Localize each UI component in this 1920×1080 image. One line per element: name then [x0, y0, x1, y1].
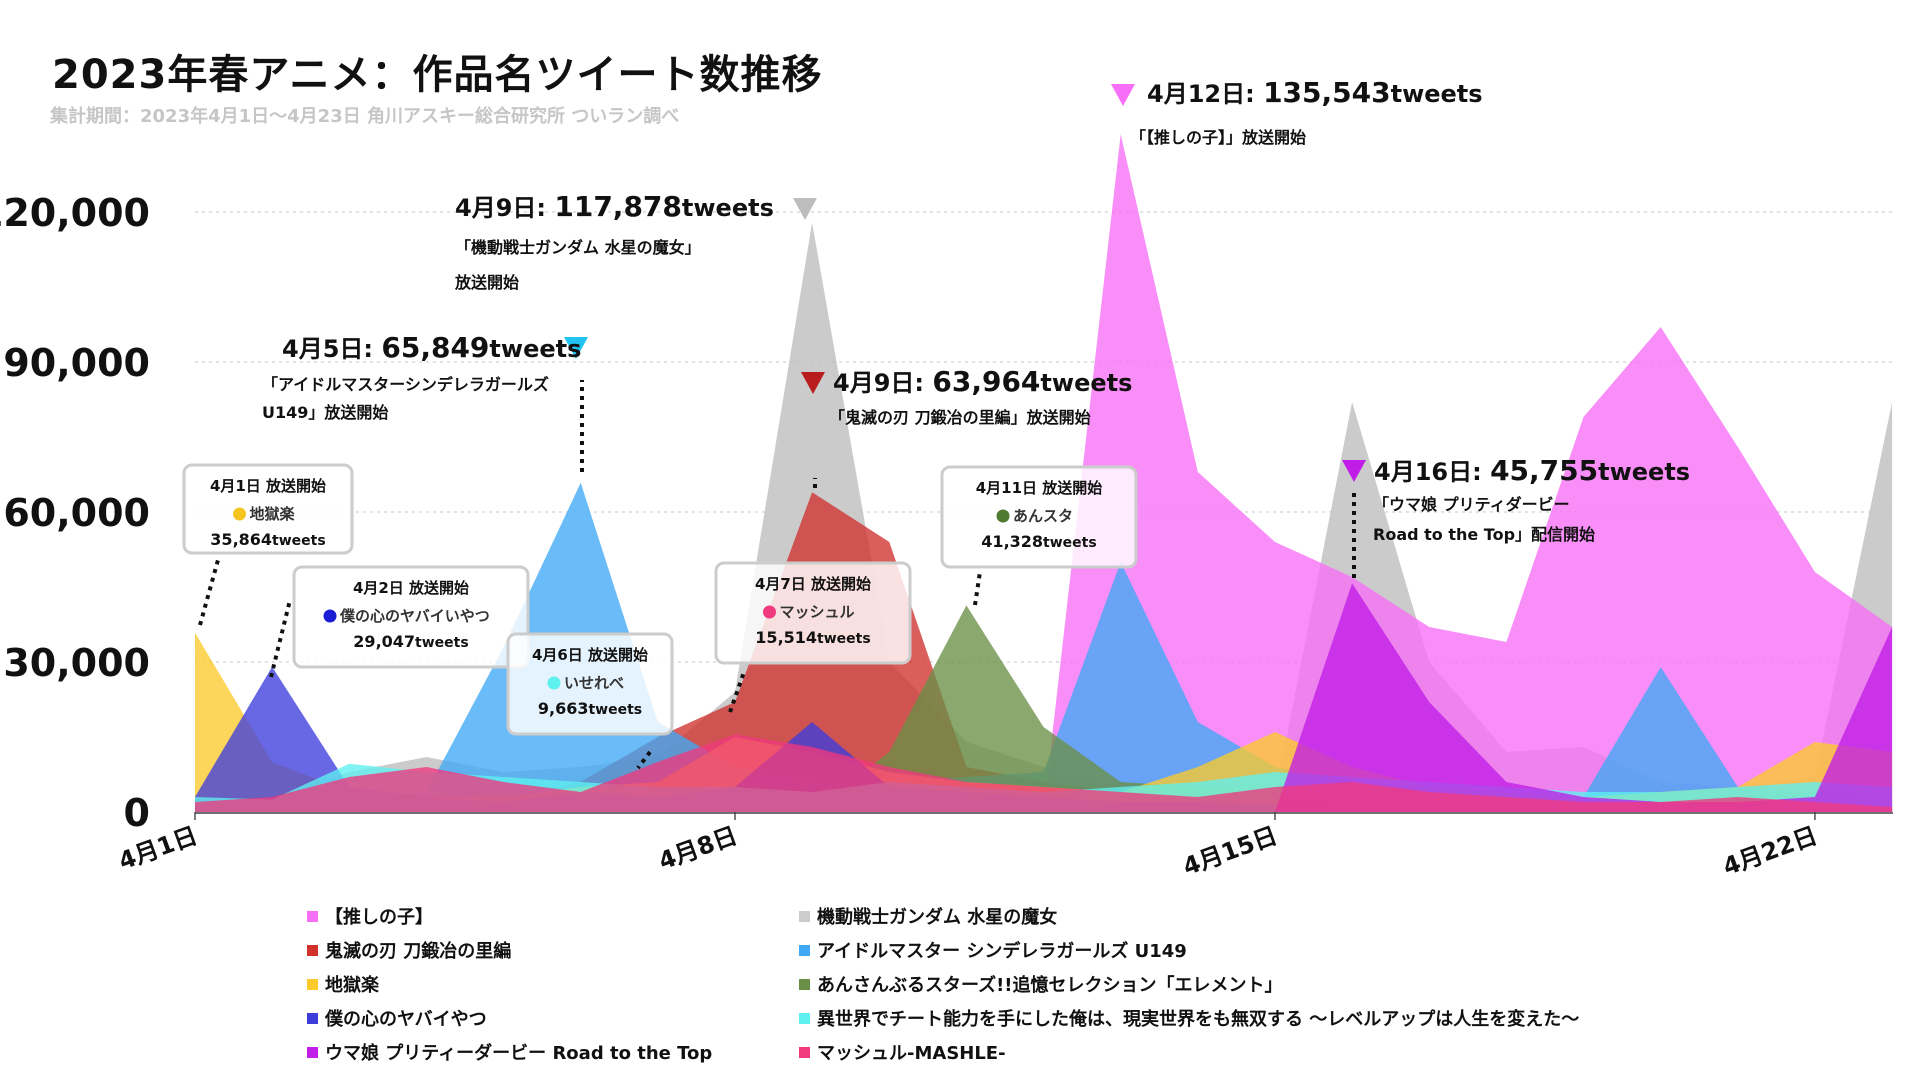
series-area [195, 583, 1893, 812]
legend-item: 僕の心のヤバイやつ [307, 1005, 487, 1031]
y-tick-label: 90,000 [3, 341, 150, 385]
series-area [195, 134, 1893, 813]
y-tick-label: 0 [124, 791, 150, 835]
callout-head: 4月1日 放送開始 [210, 477, 326, 495]
legend-swatch [799, 978, 810, 990]
callout-name: あんスタ [1013, 507, 1073, 525]
annotation-headline: 4月12日: 135,543tweets [1147, 76, 1483, 109]
annotation-marker [1342, 460, 1366, 482]
legend-swatch [799, 944, 810, 956]
callout-dot [233, 507, 246, 521]
callout-dot [996, 509, 1010, 523]
annotation-desc: U149」放送開始 [262, 403, 388, 422]
y-tick-label: 120,000 [0, 191, 150, 235]
legend-label: 鬼滅の刃 刀鍛冶の里編 [325, 941, 512, 962]
legend-swatch [799, 1046, 810, 1058]
legend-label: 異世界でチート能力を手にした俺は、現実世界をも無双する ～レベルアップは人生を変… [817, 1009, 1580, 1030]
series-area [195, 605, 1893, 812]
annotation-marker [801, 372, 825, 394]
y-tick-label: 30,000 [3, 641, 150, 685]
callout-box [714, 561, 912, 665]
legend-label: 僕の心のヤバイやつ [325, 1009, 487, 1030]
annotation-marker [1111, 84, 1135, 106]
annotation-desc: 「ウマ娘 プリティダービー [1373, 495, 1570, 514]
legend-swatch [307, 978, 318, 990]
callout-name: 僕の心のヤバイいやつ [339, 607, 490, 625]
legend-item: 地獄楽 [307, 971, 379, 997]
annotation-connectors [198, 380, 1356, 770]
legend-item: ウマ娘 プリティーダービー Road to the Top [307, 1039, 712, 1065]
connector-line [973, 571, 982, 606]
annotation-marker [793, 198, 817, 220]
legend-item: マッシュル-MASHLE- [799, 1039, 1006, 1065]
annotation-headline: 4月9日: 63,964tweets [833, 365, 1132, 398]
callout-box [292, 565, 530, 669]
legend-swatch [307, 1046, 318, 1058]
annotation-marker [564, 337, 588, 359]
x-tick-label: 4月8日 [655, 821, 741, 875]
callout-dot [763, 605, 776, 619]
callout-head: 4月6日 放送開始 [532, 646, 648, 664]
callout-count: 9,663tweets [538, 699, 642, 718]
chart-title: 2023年春アニメ：作品名ツイート数推移 [52, 52, 823, 98]
annotation-headline: 4月9日: 117,878tweets [455, 190, 774, 223]
callout-name: マッシュル [780, 603, 855, 621]
legend-swatch [799, 910, 810, 922]
callout-dot [547, 676, 561, 690]
callout-count: 15,514tweets [755, 628, 870, 647]
connector-line [728, 671, 746, 713]
annotation-desc: 「機動戦士ガンダム 水星の魔女」 [455, 238, 701, 257]
callout-dot [323, 609, 337, 623]
chart-subtitle: 集計期間：2023年4月1日〜4月23日 角川アスキー総合研究所 ついラン調べ [50, 106, 680, 127]
legend-item: 鬼滅の刃 刀鍛冶の里編 [307, 937, 511, 963]
legend-item: あんさんぶるスターズ!!追憶セレクション「エレメント」 [799, 971, 1283, 997]
annotation-desc: 放送開始 [454, 273, 519, 292]
annotation-desc: Road to the Top」配信開始 [1373, 525, 1595, 544]
legend-label: マッシュル-MASHLE- [817, 1043, 1006, 1064]
legend-swatch [307, 1012, 318, 1024]
callout-name: いせれべ [564, 674, 624, 692]
callout-box [506, 632, 674, 736]
annotation-desc: 「【推しの子】」放送開始 [1130, 128, 1306, 147]
connector-line [198, 559, 220, 626]
callout-box [940, 465, 1138, 569]
callout-count: 29,047tweets [353, 632, 468, 651]
callout-head: 4月7日 放送開始 [755, 575, 871, 593]
legend-item: 【推しの子】 [307, 903, 433, 929]
annotation-desc: 「鬼滅の刃 刀鍛冶の里編」放送開始 [829, 408, 1091, 427]
annotation-headline: 4月5日: 65,849tweets [282, 331, 581, 364]
legend-swatch [799, 1012, 810, 1024]
legend-label: アイドルマスター シンデレラガールズ U149 [817, 941, 1187, 962]
legend-item: 機動戦士ガンダム 水星の魔女 [799, 903, 1057, 929]
legend-item: アイドルマスター シンデレラガールズ U149 [799, 937, 1187, 963]
callout-head: 4月11日 放送開始 [976, 479, 1103, 497]
annotation-desc: 「アイドルマスターシンデレラガールズ [262, 375, 549, 394]
callout-box [182, 463, 354, 555]
legend-label: 地獄楽 [325, 975, 379, 996]
legend-swatch [307, 910, 318, 922]
y-tick-label: 60,000 [3, 491, 150, 535]
legend-label: ウマ娘 プリティーダービー Road to the Top [325, 1043, 713, 1064]
connector-line [636, 750, 652, 770]
annotation-headline: 4月16日: 45,755tweets [1374, 454, 1690, 487]
callout-name: 地獄楽 [250, 505, 296, 523]
connector-line [269, 599, 292, 678]
series-area [195, 734, 1893, 812]
legend-swatch [307, 944, 318, 956]
legend-item: 異世界でチート能力を手にした俺は、現実世界をも無双する ～レベルアップは人生を変… [799, 1005, 1579, 1031]
x-tick-label: 4月15日 [1179, 821, 1281, 881]
annotations: 4月12日: 135,543tweets 「【推しの子】」放送開始 4月9日: 11… [262, 76, 1690, 544]
legend-label: あんさんぶるスターズ!!追憶セレクション「エレメント」 [817, 975, 1283, 996]
legend-label: 機動戦士ガンダム 水星の魔女 [817, 907, 1058, 928]
x-tick-label: 4月22日 [1719, 821, 1821, 881]
callout-head: 4月2日 放送開始 [353, 579, 469, 597]
legend-label: 【推しの子】 [325, 907, 433, 928]
callout-count: 41,328tweets [981, 532, 1096, 551]
callout-count: 35,864tweets [210, 530, 325, 549]
